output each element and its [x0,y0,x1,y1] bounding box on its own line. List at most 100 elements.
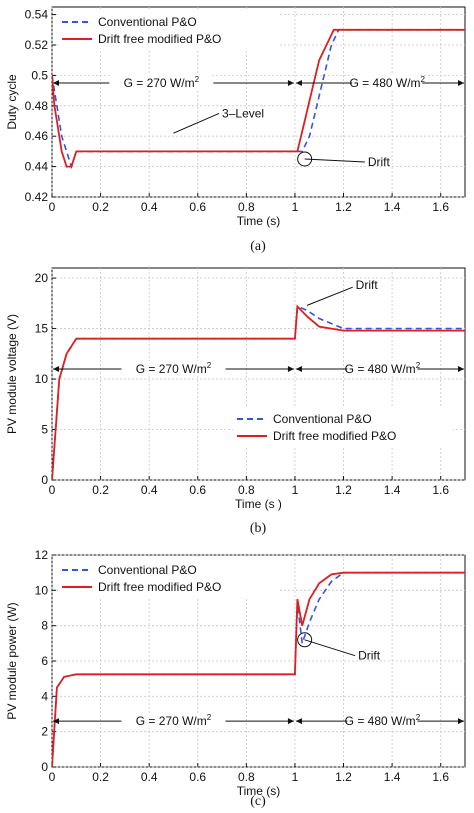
legend-label: Conventional P&O [273,412,372,426]
annotation: G = 480 W/m2 [295,360,464,376]
y-tick-label: 4 [41,689,48,703]
legend: Conventional P&O Drift free modified P&O [58,11,278,49]
x-tick-label: 0.6 [189,770,206,784]
series-group [52,571,465,767]
x-tick-label: 1.4 [384,200,401,214]
y-tick-label: 0.42 [25,190,49,204]
x-axis-label: Time (s) [237,784,281,798]
legend-label: Drift free modified P&O [273,429,396,443]
annotation-bg [354,75,421,90]
annotation-bg [123,713,224,729]
x-tick-label: 1.4 [384,770,401,784]
annotation: G = 480 W/m2 [295,75,464,90]
annotation-label: G = 270 W/m2 [124,75,200,90]
x-tick-label: 1.6 [432,200,449,214]
x-tick-label: 1 [292,483,299,497]
legend-label: Drift free modified P&O [98,32,221,46]
y-tick-label: 0.46 [25,129,49,143]
legend: Conventional P&O Drift free modified P&O [233,408,453,446]
legend-box [58,11,278,49]
x-tick-label: 0.4 [141,200,158,214]
y-tick-label: 8 [41,619,48,633]
y-axis-label: Duty cycle [5,74,19,130]
arrowhead-right [287,80,294,86]
y-tick-label: 0.5 [31,68,48,82]
chart-panel-2: 0 0.2 0.4 0.6 0.8 1 1.2 1.4 1.6 0 2 4 6 8 10 12 Time (s)… [5,548,466,809]
annotation: G = 270 W/m2 [53,360,294,376]
legend-label: Conventional P&O [98,15,197,29]
x-axis-label: Time (s ) [235,497,282,511]
annotation-pointer [173,112,220,134]
annotation: G = 270 W/m2 [53,75,294,90]
x-tick-label: 0.8 [238,770,255,784]
annotation-label: G = 480 W/m2 [350,75,426,90]
y-tick-label: 0.48 [25,99,49,113]
x-tick-label: 1.4 [384,483,401,497]
x-tick-label: 0 [49,483,56,497]
annotation-main-text: G = 270 W/m [124,76,195,90]
annotation-superscript: 2 [207,361,212,370]
y-tick-label: 0 [41,760,48,774]
y-axis-label: PV module voltage (V) [5,314,19,434]
annotation: G = 270 W/m2 [53,713,294,729]
annotation-label: G = 270 W/m2 [136,713,212,728]
annotation-pointer [304,158,365,163]
annotation-superscript: 2 [416,713,421,722]
legend-box [233,408,453,446]
annotation: Drift [306,278,379,306]
annotation-superscript: 2 [207,713,212,722]
x-tick-label: 0.2 [92,770,109,784]
arrowhead-left [53,365,59,372]
drift-circle [297,632,313,648]
y-tick-label: 0.44 [25,160,49,174]
annotation-label: G = 480 W/m2 [345,361,421,376]
arrowhead-right [287,718,294,725]
annotation: 3–Level [173,106,264,134]
drift-circle [297,151,313,167]
x-tick-label: 0.6 [189,483,206,497]
x-tick-label: 0.6 [189,200,206,214]
y-tick-label: 0.52 [25,38,49,52]
x-tick-label: 1 [292,200,299,214]
chart-panel-0: 0 0.2 0.4 0.6 0.8 1 1.2 1.4 1.6 0.42 0.44 0.46 0.48 0… [5,6,466,254]
annotation-pointer [306,286,353,306]
x-tick-label: 0.4 [141,483,158,497]
y-tick-label: 15 [35,322,49,336]
annotation-superscript: 2 [421,75,426,84]
x-tick-label: 0 [49,200,56,214]
annotation-label: G = 270 W/m2 [136,361,212,376]
annotation-label: Drift [356,278,379,292]
annotation-superscript: 2 [195,75,200,84]
panel-caption: (c) [250,794,266,809]
y-axis-label: PV module power (W) [5,602,19,719]
legend: Conventional P&O Drift free modified P&O [58,559,278,597]
annotation-label: Drift [368,155,391,169]
annotation-bg [349,360,416,376]
panel-caption: (b) [250,521,267,536]
y-tick-label: 12 [35,548,49,562]
arrowhead-left [53,80,59,86]
y-tick-label: 2 [41,725,48,739]
x-tick-label: 1 [292,770,299,784]
annotation-bg [123,360,224,376]
y-tick-label: 10 [35,583,49,597]
arrowhead-left [295,718,302,725]
annotation-main-text: G = 480 W/m [350,76,421,90]
arrowhead-right [287,365,294,372]
x-tick-label: 1.6 [432,483,449,497]
legend-label: Conventional P&O [98,563,197,577]
y-tick-label: 10 [35,372,49,386]
y-tick-label: 0.54 [25,8,49,22]
annotation-bg [349,713,416,729]
annotation-pointer [304,639,356,657]
annotation: Drift [297,151,391,169]
y-tick-label: 6 [41,654,48,668]
annotation-main-text: G = 270 W/m [136,714,207,728]
y-tick-label: 5 [41,423,48,437]
chart-panel-1: 0 0.2 0.4 0.6 0.8 1 1.2 1.4 1.6 0 5 10 15 20 Time (s )… [5,267,466,536]
x-tick-label: 1.2 [335,770,352,784]
x-tick-label: 0.8 [238,200,255,214]
annotation-main-text: G = 270 W/m [136,362,207,376]
arrowhead-right [458,718,464,725]
